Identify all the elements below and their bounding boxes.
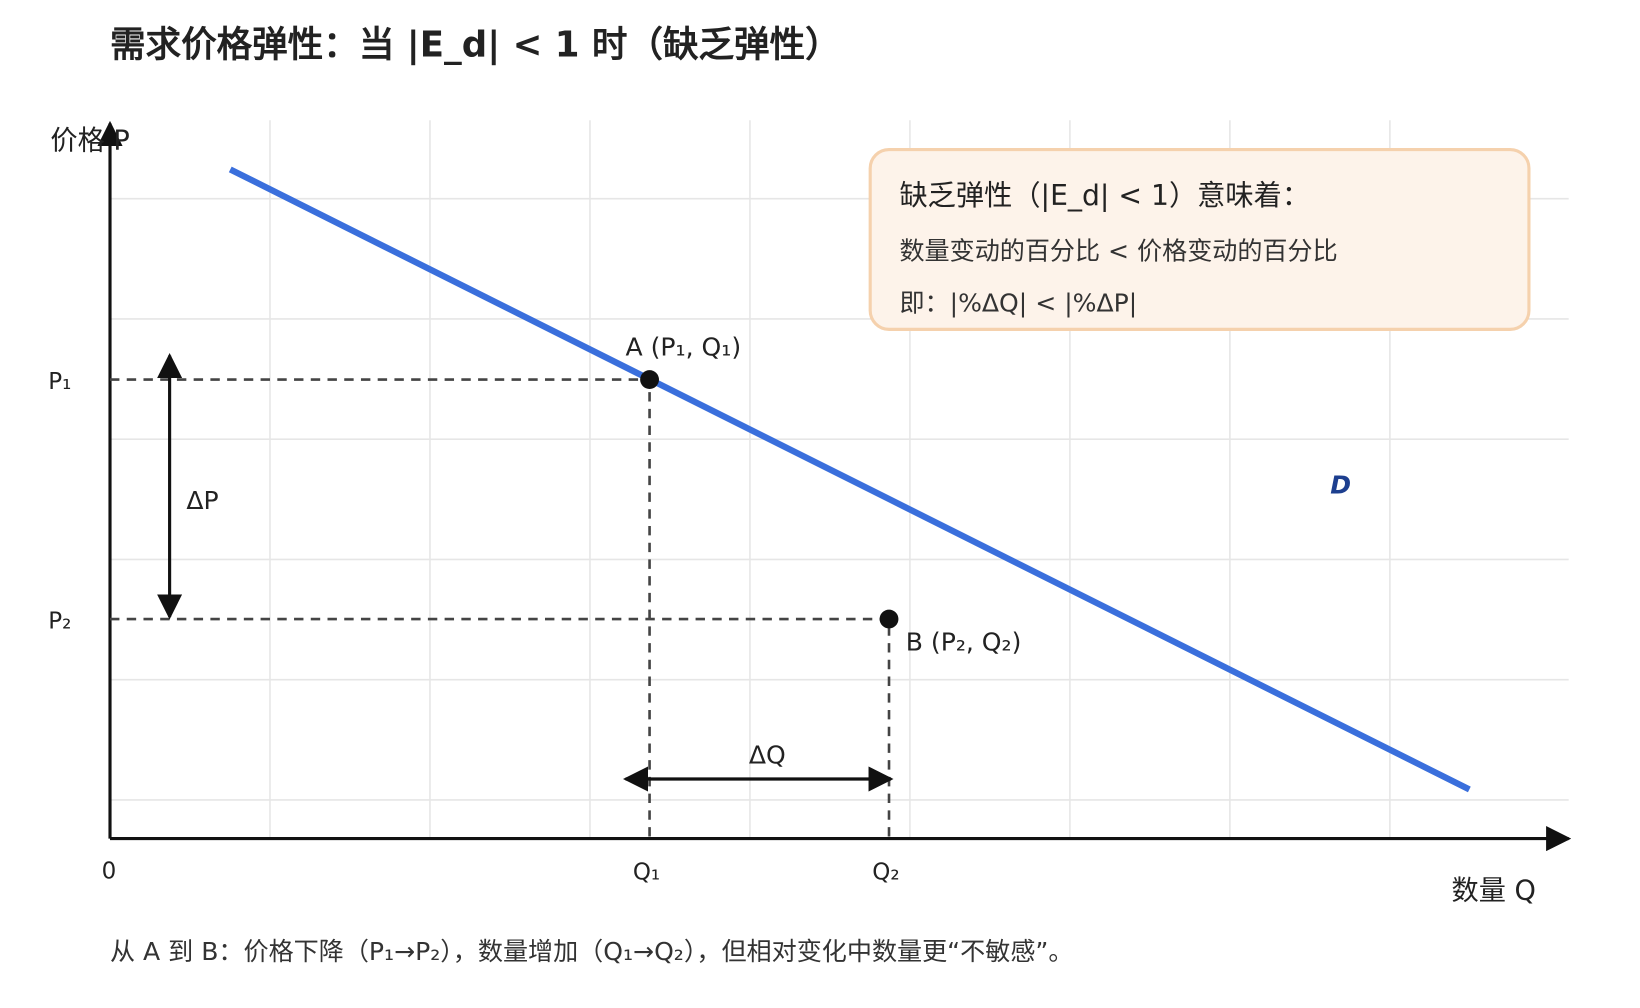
point-b: [879, 609, 899, 629]
point-b-label: B (P₂, Q₂): [906, 627, 1022, 656]
delta-q-label: ΔQ: [749, 740, 786, 769]
origin-label: 0: [102, 858, 117, 884]
demand-curve: [228, 166, 1471, 793]
point-a: [640, 370, 659, 389]
title: 需求价格弹性：当 |E_d| < 1 时（缺乏弹性）: [110, 24, 841, 65]
callout-line: 数量变动的百分比 < 价格变动的百分比: [899, 236, 1337, 265]
p1-label: P₁: [48, 369, 71, 395]
guide-a: [110, 378, 651, 839]
q1-label: Q₁: [633, 859, 660, 885]
callout-box: [868, 147, 1531, 331]
x-axis-label: 数量 Q: [1452, 875, 1536, 906]
y-axis-label: 价格 P: [50, 126, 129, 157]
curve-label: D: [1330, 471, 1351, 500]
point-a-label: A (P₁, Q₁): [626, 333, 742, 362]
q2-label: Q₂: [872, 859, 899, 885]
footer-note: 从 A 到 B：价格下降（P₁→P₂），数量增加（Q₁→Q₂），但相对变化中数量…: [110, 937, 1073, 966]
delta-p-label: ΔP: [186, 486, 218, 515]
callout-line: 即：|%ΔQ| < |%ΔP|: [899, 289, 1137, 318]
callout-heading: 缺乏弹性（|E_d| < 1）意味着：: [899, 179, 1310, 212]
p2-label: P₂: [48, 608, 71, 634]
guide-b: [110, 617, 891, 839]
